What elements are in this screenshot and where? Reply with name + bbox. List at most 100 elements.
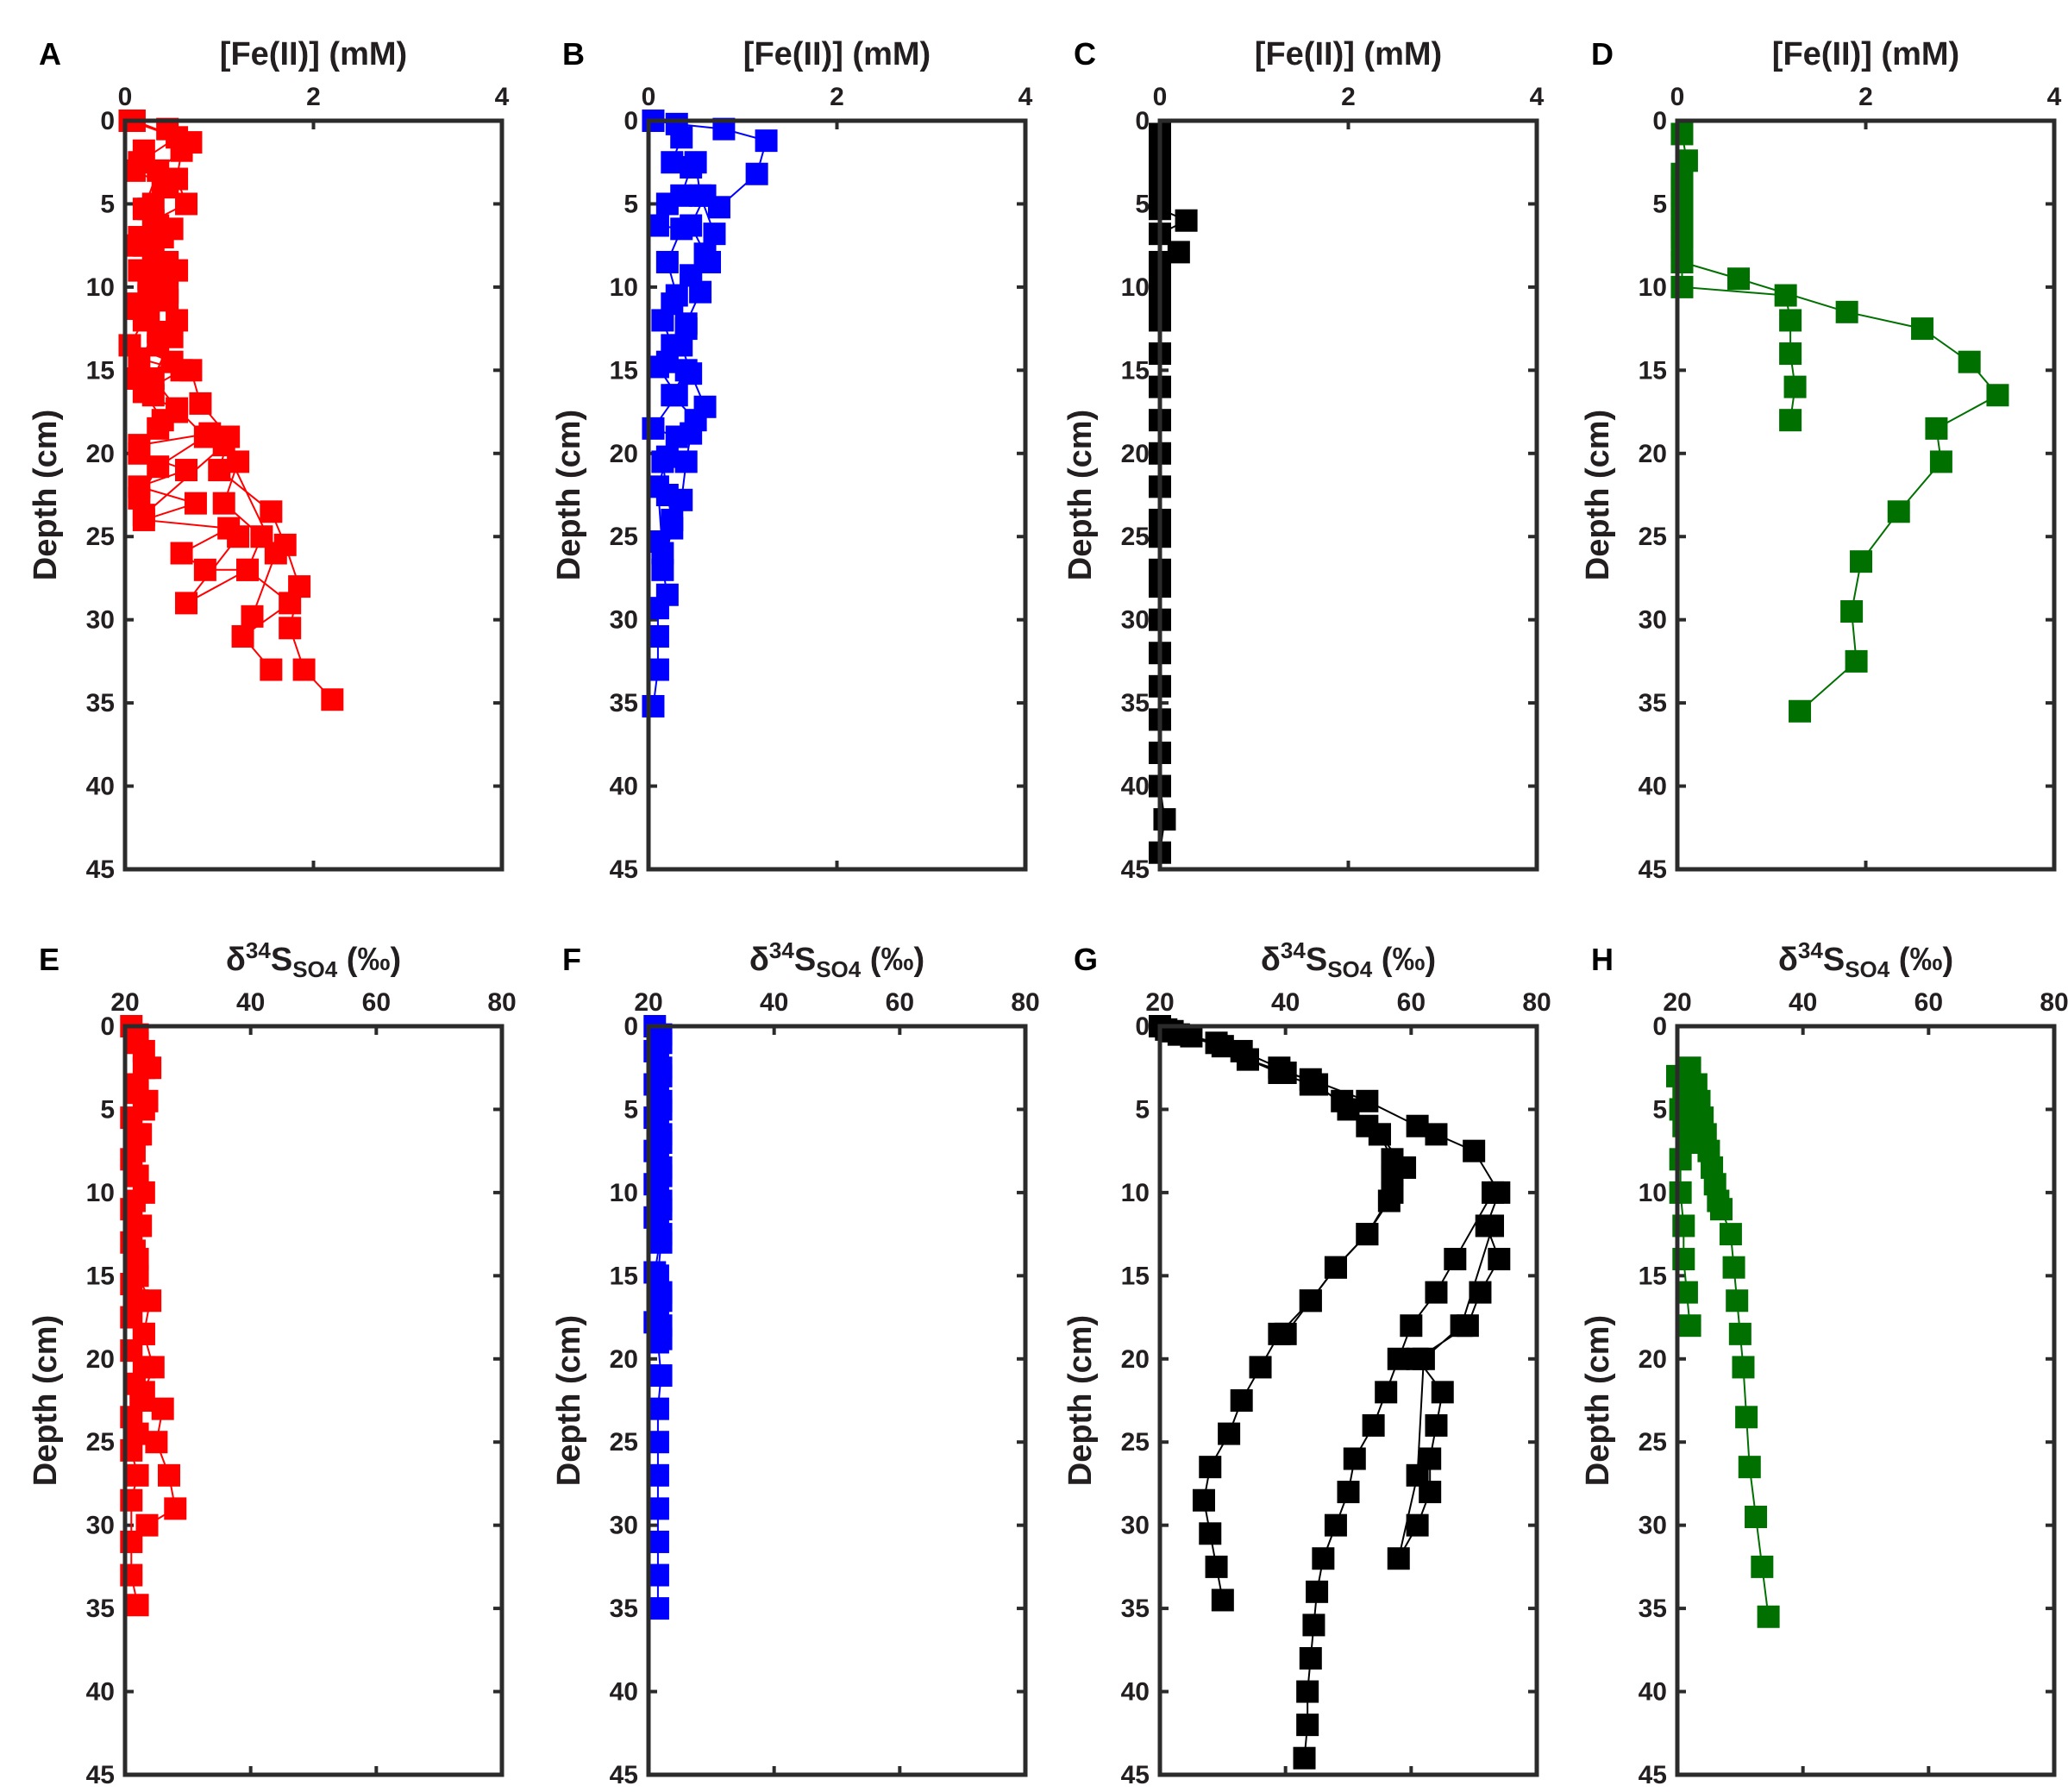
data-point [1230,1389,1253,1412]
panel-letter: H [1591,942,1614,977]
data-point [1986,384,2009,407]
data-point [128,434,151,457]
x-tick-label: 20 [1145,988,1174,1017]
data-point [264,542,287,565]
y-axis-title: Depth (cm) [1062,410,1099,580]
panel-letter: D [1591,36,1614,72]
y-tick-label: 35 [86,689,115,717]
y-tick-label: 0 [100,1012,115,1041]
data-point [1728,1322,1752,1345]
x-tick-label: 60 [362,988,391,1017]
data-point [1958,350,1981,373]
y-axis-title: Depth (cm) [551,1315,587,1486]
data-point [1845,649,1868,673]
y-tick-label: 40 [1121,773,1150,801]
y-tick-label: 20 [86,1345,115,1374]
y-tick-label: 10 [86,1179,115,1207]
data-point [1722,1256,1745,1279]
data-point [1274,1062,1297,1085]
y-tick-label: 5 [624,190,638,218]
y-tick-label: 40 [1639,773,1667,801]
y-tick-label: 10 [610,1179,638,1207]
x-tick-label: 80 [1522,988,1551,1017]
data-point [212,492,235,515]
data-point [1406,1513,1429,1537]
y-tick-label: 35 [1121,1595,1150,1623]
data-point [1425,1123,1448,1146]
data-point [1356,1089,1379,1112]
panel-letter: E [39,942,60,977]
data-point [193,558,216,581]
data-point [147,320,170,343]
data-point [703,222,726,246]
data-point [649,1223,673,1246]
y-tick-label: 25 [610,523,638,551]
x-tick-label: 60 [1914,988,1943,1017]
data-point [1205,1555,1228,1578]
data-point [132,504,155,527]
x-axis-title: δ34SSO4 (‰) [226,937,401,982]
data-point [1274,1322,1297,1345]
y-tick-label: 35 [610,689,638,717]
data-point [655,192,679,216]
data-point [1488,1248,1511,1271]
y-tick-label: 45 [610,855,638,884]
data-point [1306,1580,1329,1603]
data-point [1783,375,1807,398]
data-point [1425,1281,1448,1304]
plot-frame [1157,118,1539,872]
data-point [670,126,693,149]
data-point [1236,1048,1259,1071]
data-point [684,151,707,174]
y-tick-label: 5 [100,190,115,218]
y-axis-title: Depth (cm) [1580,410,1616,580]
data-point [132,380,155,404]
panel-d: D [Fe(II)] (mM)Depth (cm)0 2 40510152025303… [1580,36,2062,884]
data-point [212,434,235,457]
data-point [655,445,679,468]
x-tick-label: 2 [1341,83,1356,111]
data-point [1153,808,1176,831]
data-point [1670,275,1694,298]
x-tick-label: 80 [2040,988,2068,1017]
plot-frame [1157,1024,1539,1777]
y-tick-label: 0 [1652,107,1667,135]
data-point [1669,1148,1692,1171]
x-tick-label: 0 [118,83,133,111]
data-point [1911,317,1934,341]
x-tick-label: 80 [1011,988,1039,1017]
y-tick-label: 40 [1639,1678,1667,1707]
y-tick-label: 35 [1121,689,1150,717]
data-point [1406,1114,1429,1137]
data-point [1735,1406,1758,1429]
data-point [661,151,684,174]
y-tick-label: 25 [1121,523,1150,551]
y-tick-label: 5 [1652,1095,1667,1124]
y-tick-label: 30 [610,1512,638,1540]
y-tick-label: 20 [610,1345,638,1374]
x-tick-label: 40 [1271,988,1300,1017]
data-point [279,617,302,640]
y-tick-label: 45 [1121,1761,1150,1789]
y-tick-label: 10 [610,273,638,302]
data-point [1356,1223,1379,1246]
data-point [1218,1422,1241,1445]
x-tick-label: 2 [830,83,844,111]
data-point [1732,1356,1755,1379]
data-point [126,1463,149,1487]
data-point [1406,1463,1429,1487]
y-tick-label: 5 [624,1095,638,1124]
data-point [1296,1680,1319,1703]
x-tick-label: 60 [1397,988,1426,1017]
y-tick-label: 45 [610,1761,638,1789]
data-point [170,139,193,162]
x-tick-label: 20 [110,988,139,1017]
y-tick-label: 0 [624,107,638,135]
data-point [260,658,283,681]
y-tick-label: 30 [1639,606,1667,635]
data-point [145,1431,168,1454]
data-point [1368,1123,1391,1146]
data-point [745,162,768,185]
y-tick-label: 15 [610,1262,638,1290]
